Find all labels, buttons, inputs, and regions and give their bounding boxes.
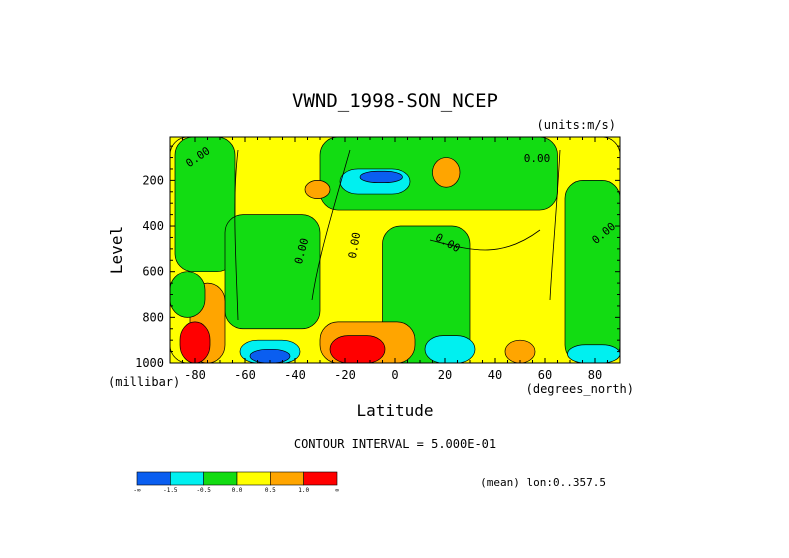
contour-region	[304, 180, 331, 199]
color-bar-label: -∞	[133, 487, 141, 494]
color-bar-swatch	[270, 471, 304, 486]
x-tick-label: 80	[588, 368, 602, 382]
contour-label: 0.00	[524, 152, 551, 165]
x-axis: -80 -60 -40 -20 0 20 40 60 80	[169, 137, 621, 382]
y-tick-label: 600	[142, 265, 164, 279]
y-tick-label: 1000	[135, 356, 164, 370]
x-tick-label: 60	[538, 368, 552, 382]
mean-longitude-text: (mean) lon:0..357.5	[480, 476, 606, 489]
color-bar-label: 0.5	[265, 487, 276, 494]
color-bar-swatch	[203, 471, 238, 486]
x-tick-label: -60	[234, 368, 256, 382]
contour-line	[311, 149, 351, 301]
x-tick-label: 40	[488, 368, 502, 382]
y-axis: 200 400 600 800 1000	[135, 145, 620, 370]
x-tick-label: 20	[438, 368, 452, 382]
contour-region	[432, 157, 461, 188]
color-bar-swatch	[236, 471, 271, 486]
color-bar-label: 1.0	[298, 487, 309, 494]
x-tick-label: -40	[284, 368, 306, 382]
x-tick-label: -80	[184, 368, 206, 382]
contour-region	[224, 214, 321, 330]
contour-interval-text: CONTOUR INTERVAL = 5.000E-01	[294, 437, 496, 451]
y-tick-label: 200	[142, 173, 164, 187]
contour-line	[429, 229, 541, 251]
color-bar-label: ∞	[335, 487, 339, 494]
contour-line	[549, 149, 561, 301]
x-tick-label: 0	[391, 368, 398, 382]
chart-title: VWND_1998-SON_NCEP	[292, 90, 498, 112]
contour-region	[249, 348, 291, 363]
contour-region	[567, 344, 620, 363]
contour-regions	[170, 137, 620, 363]
contour-region	[179, 321, 211, 363]
color-bar-label: -0.5	[196, 487, 211, 494]
contour-label: 0.00	[346, 231, 363, 259]
color-bar-label: 0.0	[232, 487, 243, 494]
contour-region	[504, 339, 536, 363]
color-bar-label: -1.5	[163, 487, 178, 494]
units-label: (units:m/s)	[537, 118, 616, 132]
color-bar: -∞ -1.5 -0.5 0.0 0.5 1.0 ∞	[133, 471, 339, 494]
x-units-label: (degrees_north)	[526, 382, 634, 396]
color-bar-swatch	[136, 471, 171, 486]
contour-region	[359, 170, 403, 184]
color-bar-swatch	[170, 471, 204, 486]
x-axis-title: Latitude	[356, 401, 433, 420]
y-tick-label: 800	[142, 310, 164, 324]
contour-region	[170, 271, 206, 318]
y-tick-label: 400	[142, 219, 164, 233]
contour-region	[424, 335, 476, 363]
y-axis-title: Level	[107, 226, 126, 274]
x-tick-label: -20	[334, 368, 356, 382]
plot-area	[170, 137, 620, 363]
color-bar-swatch	[303, 471, 338, 486]
contour-region	[564, 180, 620, 363]
y-units-label: (millibar)	[108, 375, 180, 389]
contour-line	[234, 149, 239, 321]
contour-region	[329, 335, 386, 363]
